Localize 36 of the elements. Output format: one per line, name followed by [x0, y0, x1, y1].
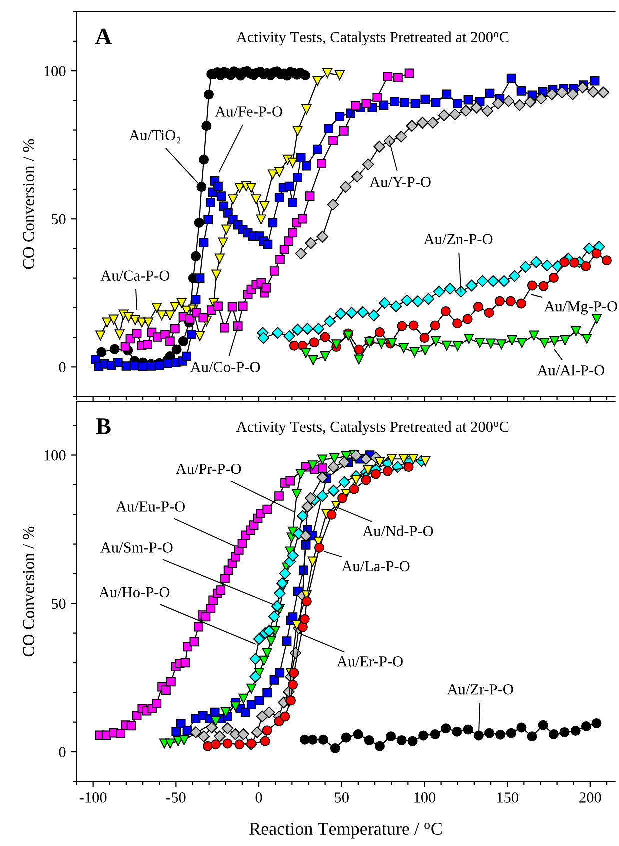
- y-tick-label: 100: [44, 66, 66, 77]
- annotation: Au/La-P-O: [342, 561, 410, 572]
- y-tick-label: 0: [59, 747, 66, 758]
- annotation: A: [95, 28, 112, 44]
- x-tick-label: 50: [335, 792, 349, 803]
- y-tick-label: 50: [52, 214, 66, 225]
- annotation: B: [96, 418, 111, 434]
- annotation: Au/Eu-P-O: [116, 502, 185, 512]
- text: Activity Tests, Catalysts Pretreated at 200$^{o}$C: [236, 32, 509, 46]
- annotation: Au/Ho-P-O: [99, 587, 170, 598]
- annotation: Au/Zr-P-O: [447, 684, 514, 695]
- y-tick-label: 100: [44, 450, 66, 461]
- y-axis-title: CO Conversion / %: [23, 139, 35, 270]
- x-axis-title: Reaction Temperature / $^{o}$C: [250, 822, 442, 839]
- y-tick-label: 50: [52, 598, 66, 610]
- y-axis-title: CO Conversion / %: [23, 526, 35, 657]
- y-tick-label: 0: [59, 362, 66, 373]
- annotation: Au/Nd-P-O: [362, 526, 434, 537]
- text: Activity Tests, Catalysts Pretreated at 200$^{o}$C: [236, 421, 509, 436]
- x-tick-label: -100: [80, 792, 107, 803]
- x-tick-label: 0: [256, 792, 262, 803]
- x-tick-label: -50: [166, 792, 186, 803]
- annotation: Au/Er-P-O: [336, 656, 403, 667]
- x-tick-label: 150: [497, 792, 518, 803]
- annotation: Au/Ca-P-O: [100, 270, 170, 281]
- annotation: Au/Y-P-O: [370, 177, 431, 188]
- annotation: Au/Fe-P-O: [215, 106, 282, 117]
- annotation: Au/Sm-P-O: [100, 542, 173, 553]
- annotation: Au/TiO₂: [129, 130, 181, 144]
- x-tick-label: 100: [414, 792, 436, 803]
- annotation: Au/Zn-P-O: [424, 234, 493, 245]
- annotation: Au/Al-P-O: [537, 364, 605, 376]
- annotation: Au/Pr-P-O: [176, 464, 242, 474]
- x-tick-label: 200: [580, 792, 602, 803]
- annotation: Au/Mg-P-O: [544, 301, 618, 315]
- annotation: Au/Co-P-O: [190, 362, 260, 372]
